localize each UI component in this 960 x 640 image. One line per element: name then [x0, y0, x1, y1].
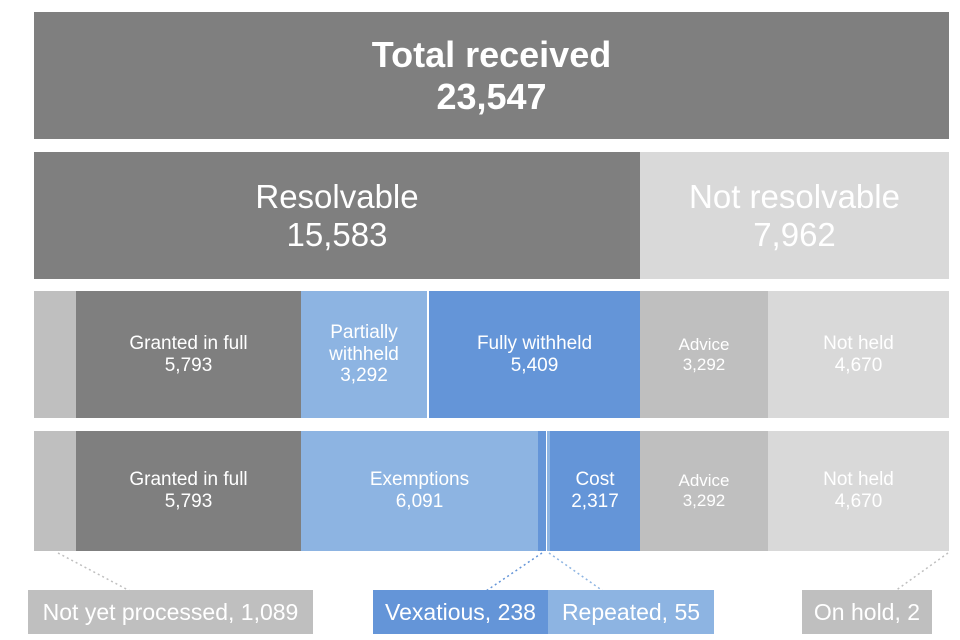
row3-not-held-box: Not held 4,670 [768, 291, 949, 418]
row3-advice-box: Advice 3,292 [640, 291, 768, 418]
cost-value: 2,317 [571, 491, 619, 512]
row3-granted-in-full-box: Granted in full 5,793 [76, 291, 301, 418]
fully-withheld-value: 5,409 [510, 354, 559, 376]
cost-label: Cost [575, 469, 615, 491]
row3-granted-value: 5,793 [164, 354, 213, 376]
total-received-label: Total received [371, 34, 612, 76]
partially-withheld-label: Partially withheld [329, 321, 399, 365]
fully-withheld-label: Fully withheld [476, 332, 593, 354]
connector-vexatious [485, 552, 543, 592]
not-resolvable-value: 7,962 [753, 215, 836, 253]
cost-box: Cost 2,317 [550, 431, 640, 551]
row4-granted-in-full-box: Granted in full 5,793 [76, 431, 301, 551]
exemptions-value: 6,091 [395, 491, 444, 512]
row4-not-held-label: Not held [823, 469, 894, 491]
row3-not-held-value: 4,670 [834, 354, 883, 376]
not-resolvable-box: Not resolvable 7,962 [640, 152, 949, 279]
exemptions-label: Exemptions [369, 469, 470, 491]
not-yet-processed-label: Not yet processed, 1,089 [28, 590, 313, 634]
row4-granted-label: Granted in full [129, 469, 248, 491]
resolvable-box: Resolvable 15,583 [34, 152, 640, 279]
exemptions-box: Exemptions 6,091 [301, 431, 538, 551]
partially-withheld-box: Partially withheld 3,292 [301, 291, 429, 418]
connector-repeated [548, 552, 604, 592]
vexatious-segment [538, 431, 547, 551]
fully-withheld-box: Fully withheld 5,409 [429, 291, 640, 418]
connector-on-hold [894, 552, 949, 592]
total-received-value: 23,547 [436, 75, 547, 117]
not-resolvable-label: Not resolvable [689, 177, 900, 215]
row3-advice-value: 3,292 [682, 354, 726, 374]
row4-not-held-value: 4,670 [834, 491, 883, 512]
row4-unprocessed-segment [34, 431, 76, 551]
vexatious-label: Vexatious, 238 [373, 590, 548, 634]
total-received-box: Total received 23,547 [34, 12, 949, 139]
row4-advice-box: Advice 3,292 [640, 431, 768, 551]
row3-advice-label: Advice [678, 334, 730, 354]
row3-unprocessed-segment [34, 291, 76, 418]
row4-advice-label: Advice [678, 471, 730, 491]
repeated-label: Repeated, 55 [548, 590, 714, 634]
row4-not-held-box: Not held 4,670 [768, 431, 949, 551]
repeated-segment [547, 431, 550, 551]
resolvable-value: 15,583 [286, 215, 388, 253]
partially-withheld-value: 3,292 [340, 365, 388, 387]
connector-not-yet-processed [57, 552, 131, 592]
on-hold-label: On hold, 2 [802, 590, 932, 634]
resolvable-label: Resolvable [255, 177, 419, 215]
row4-advice-value: 3,292 [682, 491, 726, 510]
row4-granted-value: 5,793 [164, 491, 213, 512]
row3-granted-label: Granted in full [129, 332, 248, 354]
row3-not-held-label: Not held [823, 332, 894, 354]
